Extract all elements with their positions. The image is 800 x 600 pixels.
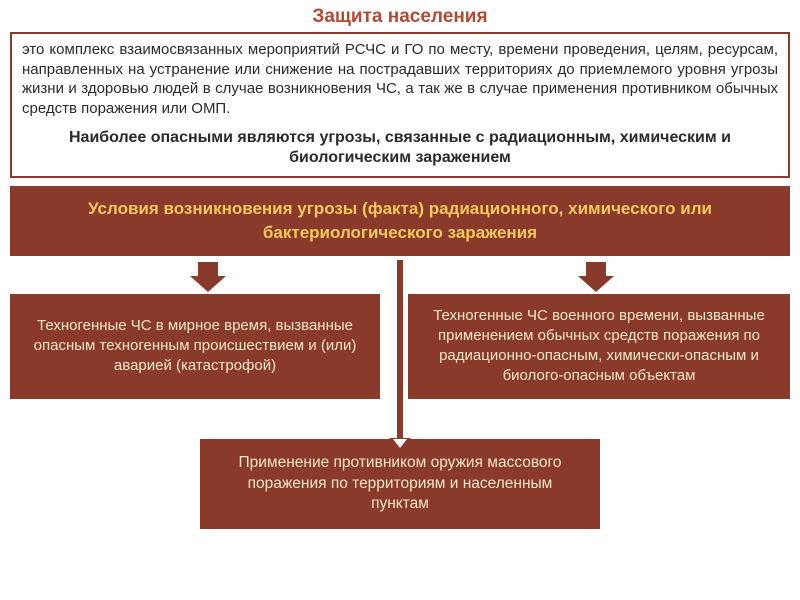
block-wmd: Применение противником оружия массового … — [200, 439, 600, 530]
block-wartime: Техногенные ЧС военного времени, вызванн… — [408, 294, 790, 399]
page-title: Защита населения — [0, 0, 800, 32]
short-arrows — [10, 256, 790, 294]
bottom-row: Применение противником оружия массового … — [0, 399, 800, 530]
danger-statement: Наиболее опасными являются угрозы, связа… — [22, 128, 778, 168]
two-column-row: Техногенные ЧС в мирное время, вызванные… — [10, 256, 790, 399]
block-wartime-text: Техногенные ЧС военного времени, вызванн… — [422, 306, 776, 387]
conditions-heading: Условия возникновения угрозы (факта) рад… — [10, 186, 790, 256]
definition-text: это комплекс взаимосвязанных мероприятий… — [22, 40, 778, 118]
block-peacetime: Техногенные ЧС в мирное время, вызванные… — [10, 294, 380, 399]
arrow-left — [190, 256, 226, 294]
definition-box: это комплекс взаимосвязанных мероприятий… — [10, 32, 790, 178]
block-wmd-text: Применение противником оружия массового … — [239, 454, 562, 513]
block-peacetime-text: Техногенные ЧС в мирное время, вызванные… — [24, 316, 366, 377]
arrow-right — [578, 256, 614, 294]
